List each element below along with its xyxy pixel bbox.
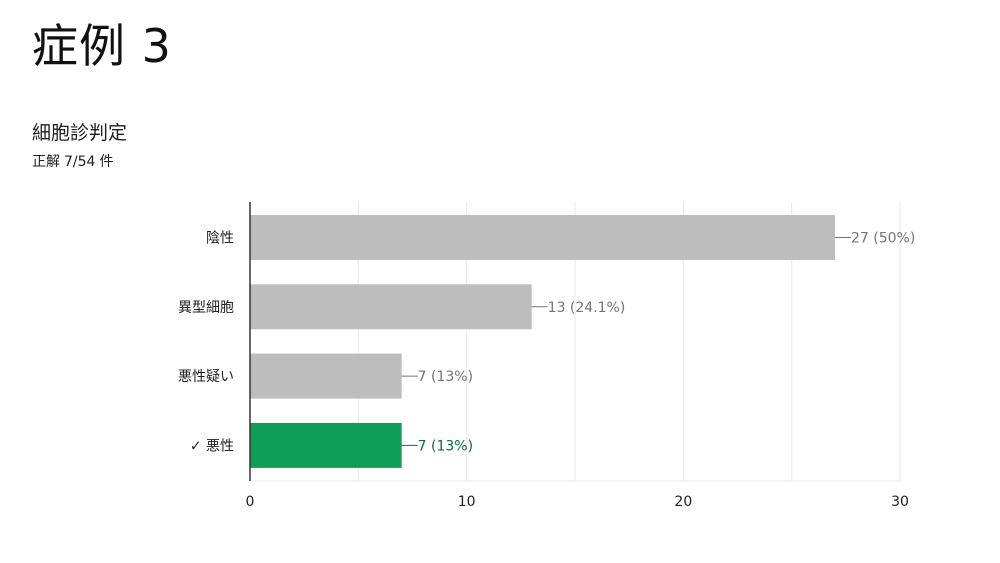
x-tick-label: 30 <box>891 494 909 510</box>
category-text-2: 悪性疑い <box>178 369 234 385</box>
bar-layer: 27 (50%) 陰性 13 (24.1%) 異型細胞 7 (13%) 悪性疑い 7 (13… <box>178 215 915 468</box>
slide-title: 症例 3 <box>32 19 172 73</box>
x-tick-label: 0 <box>246 494 255 510</box>
bar-2 <box>250 353 402 399</box>
score-unit: 件 <box>99 154 114 170</box>
bar-0 <box>250 215 835 260</box>
category-label-2: 悪性疑い <box>178 369 234 385</box>
category-label-1: 異型細胞 <box>178 300 234 316</box>
score-summary: 正解 7/54 件 <box>32 152 117 172</box>
category-label-3: ✓ 悪性 <box>190 438 234 454</box>
x-tick-label: 20 <box>674 494 692 510</box>
value-label-3: 7 (13%) <box>418 438 473 454</box>
question-title: 細胞診判定 <box>32 122 128 144</box>
bar-1 <box>250 284 532 330</box>
value-label-0: 27 (50%) <box>851 231 915 247</box>
category-text-0: 陰性 <box>206 231 234 247</box>
score-value: 7/54 <box>64 154 96 170</box>
value-label-2: 7 (13%) <box>418 369 473 385</box>
correct-check-icon: ✓ <box>190 438 206 454</box>
axis-layer: 0 10 20 30 <box>246 202 909 510</box>
category-text-1: 異型細胞 <box>178 300 234 316</box>
value-label-1: 13 (24.1%) <box>548 300 626 316</box>
category-text-3: 悪性 <box>206 438 234 454</box>
x-tick-label: 10 <box>458 494 476 510</box>
category-label-0: 陰性 <box>206 231 234 247</box>
bar-3 <box>250 422 402 468</box>
score-prefix: 正解 <box>32 154 60 170</box>
